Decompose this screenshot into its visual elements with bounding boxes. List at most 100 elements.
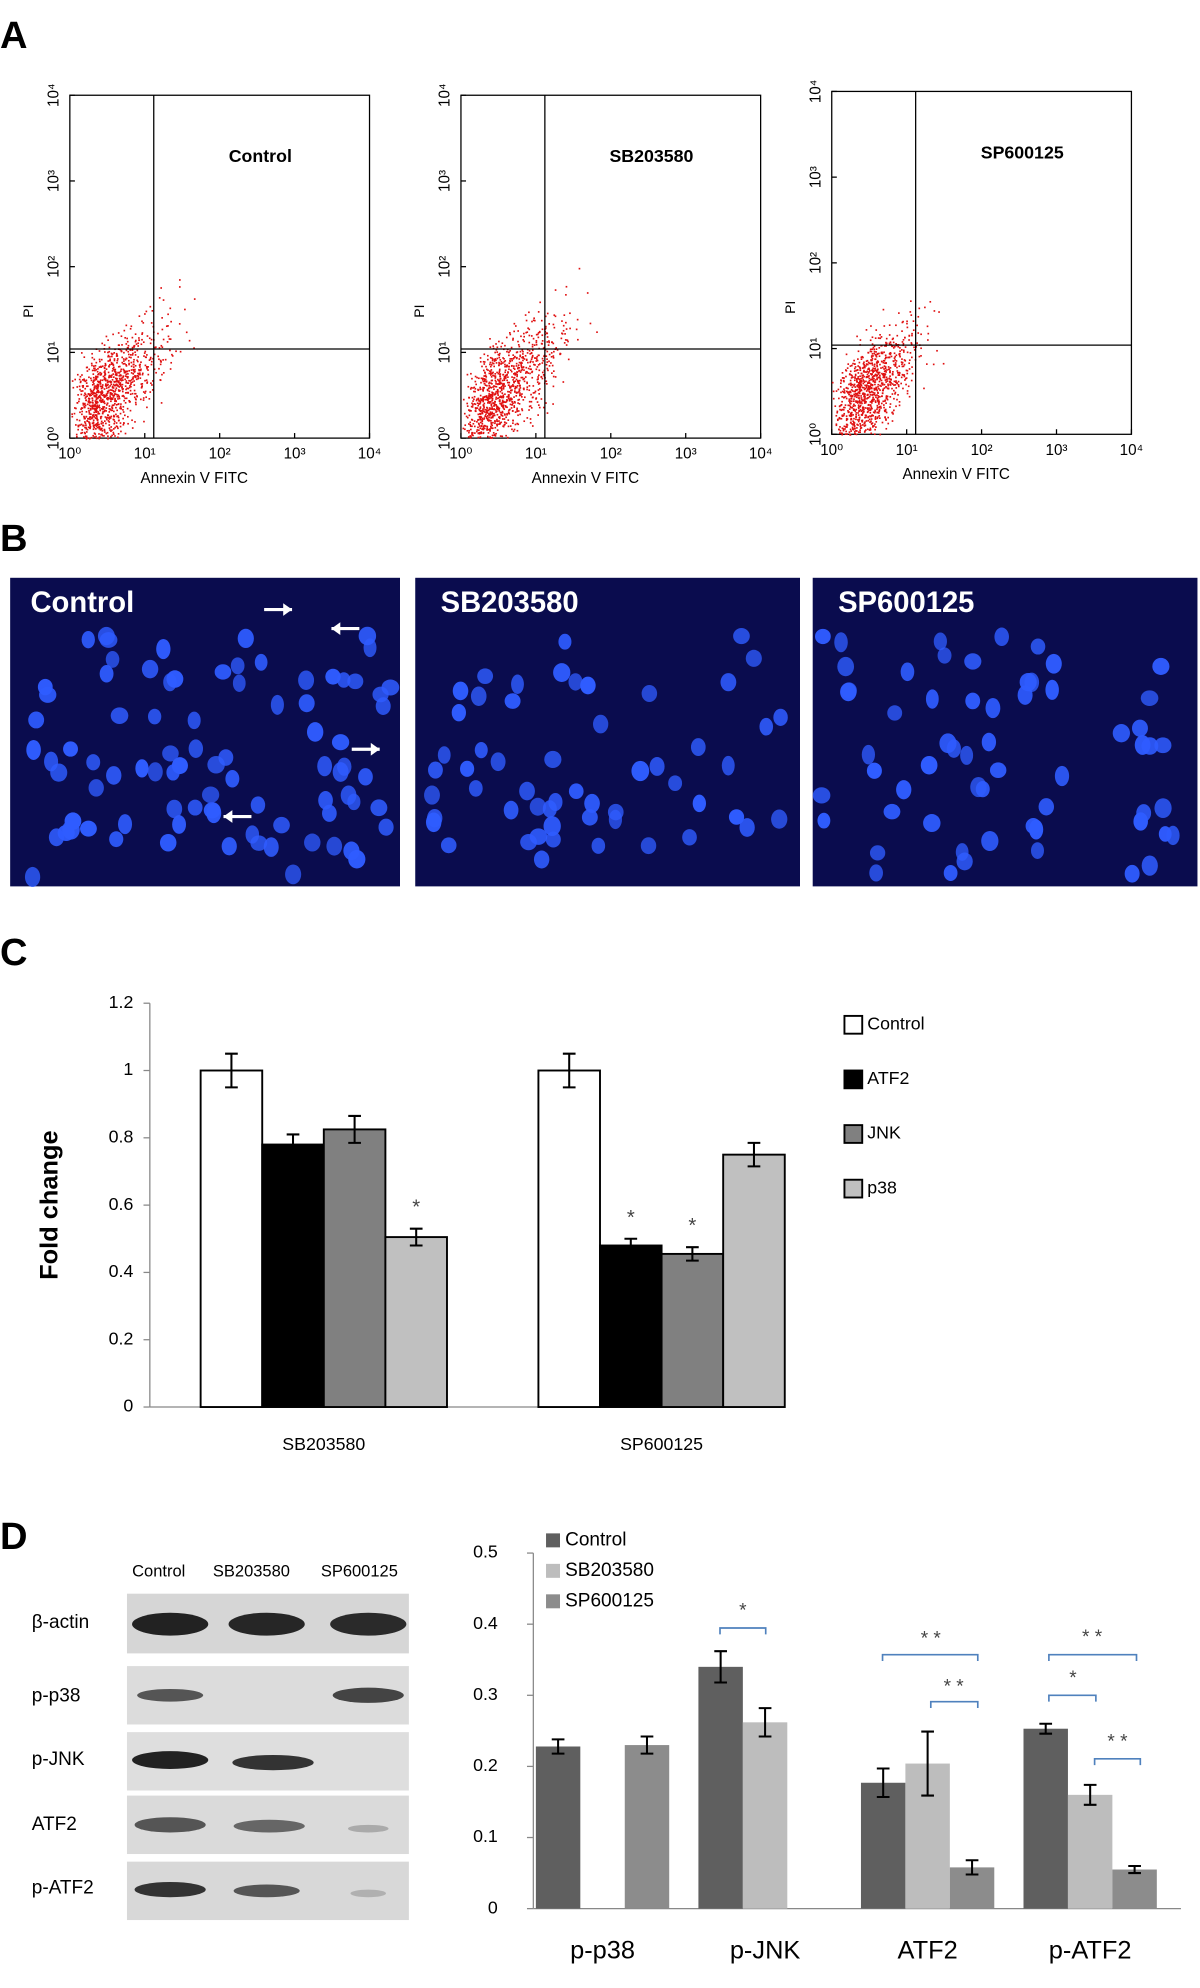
event-dot [528, 311, 530, 314]
event-dot [85, 431, 88, 433]
event-dot [867, 386, 870, 389]
event-dot [477, 389, 480, 392]
event-dot [548, 365, 551, 367]
event-dot [905, 383, 907, 386]
event-dot [149, 342, 152, 345]
event-dot [95, 398, 98, 401]
significance: * [739, 1601, 747, 1622]
event-dot [138, 315, 141, 317]
x-tick-label: 10¹ [134, 446, 156, 463]
event-dot [488, 394, 490, 397]
event-dot [904, 336, 906, 339]
event-dot [866, 359, 869, 362]
event-dot [528, 405, 531, 408]
event-dot [561, 333, 564, 335]
event-dot [502, 387, 505, 390]
event-dot [867, 382, 869, 384]
event-dot [84, 387, 87, 390]
event-dot [133, 344, 136, 347]
event-dot [103, 410, 106, 413]
event-dot [856, 335, 858, 338]
event-dot [538, 363, 541, 365]
event-dot [110, 400, 112, 403]
event-dot [867, 415, 870, 418]
event-dot [884, 354, 887, 357]
event-dot [146, 335, 149, 337]
event-dot [89, 407, 92, 410]
event-dot [846, 391, 849, 393]
y-tick-label: 0.4 [109, 1261, 134, 1281]
event-dot [140, 343, 143, 346]
x-axis-label: Annexin V FITC [902, 466, 1009, 483]
event-dot [863, 402, 866, 404]
event-dot [75, 433, 78, 436]
event-dot [855, 396, 858, 399]
event-dot [76, 402, 79, 404]
event-dot [108, 376, 111, 378]
event-dot [169, 338, 172, 340]
event-dot [105, 368, 108, 371]
event-dot [138, 369, 141, 372]
event-dot [479, 357, 482, 359]
band [347, 1824, 389, 1833]
event-dot [81, 374, 83, 376]
event-dot [511, 389, 513, 391]
event-dot [548, 323, 551, 325]
event-dot [118, 386, 121, 388]
nucleus [815, 628, 831, 645]
event-dot [857, 412, 859, 414]
event-dot [472, 422, 475, 425]
event-dot [149, 305, 152, 308]
event-dot [97, 367, 99, 370]
event-dot [159, 363, 162, 366]
event-dot [150, 322, 153, 324]
event-dot [853, 363, 856, 365]
event-dot [874, 428, 876, 431]
event-dot [523, 396, 526, 399]
event-dot [882, 374, 885, 376]
event-dot [479, 388, 482, 391]
event-dot [879, 337, 882, 340]
event-dot [483, 363, 486, 365]
event-dot [169, 349, 171, 352]
event-dot [871, 369, 874, 371]
y-tick-label: 10³ [46, 170, 63, 192]
event-dot [82, 404, 85, 406]
event-dot [88, 416, 91, 419]
event-dot [527, 327, 529, 330]
event-dot [121, 386, 123, 389]
event-dot [131, 336, 134, 339]
event-dot [874, 353, 877, 356]
event-dot [486, 388, 489, 391]
event-dot [96, 419, 99, 422]
event-dot [851, 374, 853, 377]
event-dot [501, 418, 504, 420]
event-dot [887, 368, 890, 371]
event-dot [147, 373, 150, 376]
event-dot [531, 354, 534, 357]
event-dot [849, 373, 851, 375]
bar [261, 1143, 325, 1408]
event-dot [489, 394, 492, 397]
event-dot [107, 354, 110, 357]
event-dot [842, 428, 845, 430]
event-dot [487, 414, 489, 417]
event-dot [94, 369, 96, 372]
event-dot [105, 422, 107, 425]
event-dot [874, 410, 877, 413]
event-dot [473, 420, 476, 422]
event-dot [556, 349, 559, 351]
event-dot [94, 379, 96, 381]
event-dot [126, 370, 129, 373]
event-dot [130, 385, 132, 388]
event-dot [512, 357, 515, 360]
event-dot [494, 420, 496, 423]
event-dot [106, 381, 109, 384]
event-dot [501, 382, 503, 385]
event-dot [505, 374, 507, 377]
event-dot [505, 434, 507, 437]
event-dot [88, 376, 90, 379]
event-dot [133, 346, 135, 348]
event-dot [113, 352, 116, 354]
